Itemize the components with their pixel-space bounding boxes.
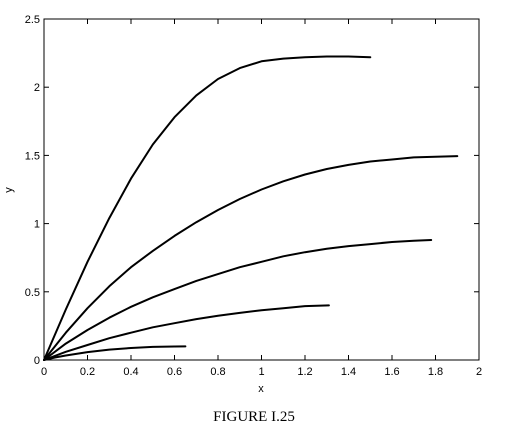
series-line-2 xyxy=(43,304,330,361)
x-axis: 0 0.2 0.4 0.6 0.8 1 1.2 1.4 1.6 1.8 2 xyxy=(41,19,482,378)
x-tick-label: 1.6 xyxy=(384,366,399,378)
x-tick-label: 2 xyxy=(476,366,482,378)
x-tick-label: 0 xyxy=(41,366,47,378)
x-tick-label: 1.4 xyxy=(341,366,356,378)
x-tick-label: 0.8 xyxy=(210,366,225,378)
x-tick-label: 1 xyxy=(258,366,264,378)
series-line-5 xyxy=(43,55,372,361)
y-axis-label: y xyxy=(3,187,15,193)
series-line-3 xyxy=(43,239,433,361)
y-axis: 0 0.5 1 1.5 2 2.5 xyxy=(25,14,479,367)
series-line-1 xyxy=(43,345,187,361)
x-axis-label: x xyxy=(258,383,264,395)
y-tick-label: 2.5 xyxy=(25,14,40,26)
x-tick-label: 1.2 xyxy=(297,366,312,378)
y-tick-label: 0.5 xyxy=(25,287,40,299)
figure-caption: FIGURE I.25 xyxy=(213,409,295,425)
series-line-4 xyxy=(43,155,459,361)
x-tick-label: 1.8 xyxy=(428,366,443,378)
x-tick-label: 0.2 xyxy=(80,366,95,378)
x-tick-label: 0.4 xyxy=(123,366,138,378)
y-tick-label: 0 xyxy=(34,355,40,367)
x-tick-label: 0.6 xyxy=(167,366,182,378)
series-group xyxy=(43,55,459,361)
y-tick-label: 1 xyxy=(34,219,40,231)
y-tick-label: 1.5 xyxy=(25,150,40,162)
y-tick-label: 2 xyxy=(34,82,40,94)
